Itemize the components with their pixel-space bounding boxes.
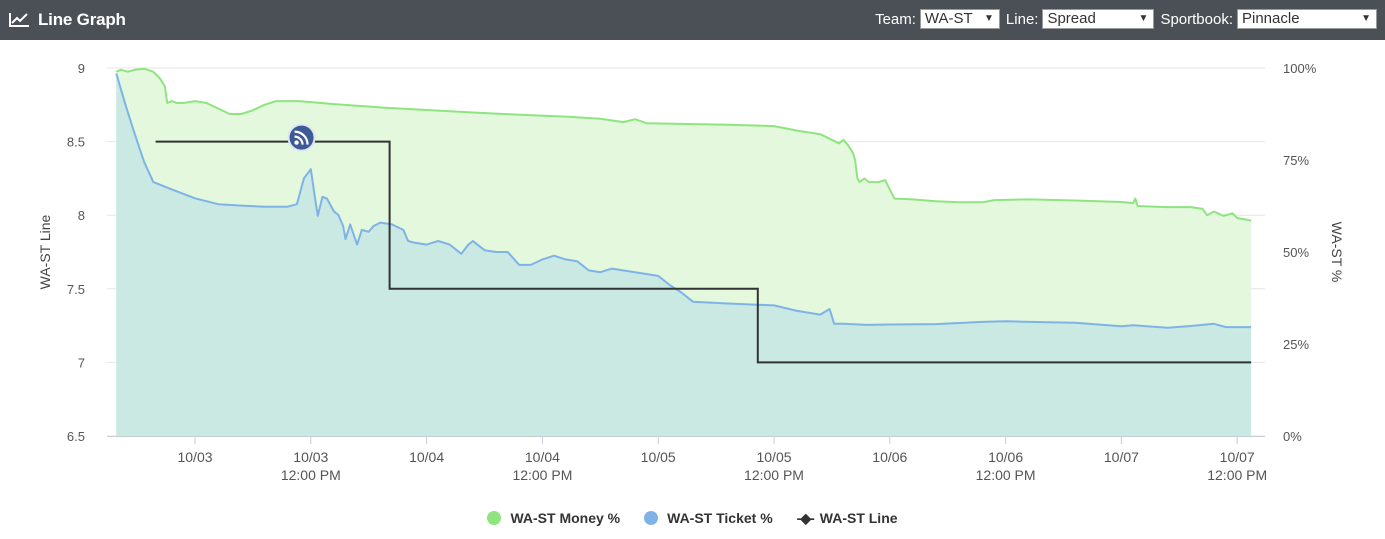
y-right-tick-label: 75% [1283, 153, 1309, 168]
chart-legend: WA-ST Money % WA-ST Ticket % -◆- WA-ST L… [0, 505, 1385, 531]
axes: 9 8.5 8 7.5 7 6.5 100% 75% 50% 25% 0% WA-ST Line WA-… [37, 61, 1345, 483]
annotations [287, 123, 316, 152]
ticket-line [115, 73, 1252, 329]
x-tick-label: 10/05 [641, 449, 676, 465]
x-tick-label: 10/07 [1104, 449, 1139, 465]
page-title: Line Graph [38, 10, 126, 29]
chart-controls: Team: WA-ST ▼ Line: Spread ▼ Sportbook: … [869, 7, 1377, 31]
rss-icon-arc [294, 135, 304, 145]
series-lines [115, 67, 1252, 364]
rss-icon-dot [294, 140, 299, 145]
title-area: Line Graph [8, 0, 126, 40]
rss-feed-icon [287, 123, 316, 152]
x-tick-label: 10/06 [872, 449, 907, 465]
rss-icon-arc [294, 130, 309, 145]
money-line [115, 67, 1252, 222]
y-right-tick-label: 50% [1283, 245, 1309, 260]
ticket-area [116, 73, 1252, 436]
legend-item-line[interactable]: -◆- WA-ST Line [797, 510, 898, 527]
line-select-value: Spread [1047, 10, 1096, 27]
x-tick-label-time: 12:00 PM [512, 467, 572, 483]
legend-label-money: WA-ST Money % [510, 510, 621, 526]
y-left-axis-title: WA-ST Line [37, 214, 53, 289]
chevron-down-icon: ▼ [984, 13, 994, 24]
line-select[interactable]: Spread ▼ [1042, 9, 1155, 29]
y-left-tick-label: 8 [78, 208, 85, 223]
header-bar: Line Graph Team: WA-ST ▼ Line: Spread ▼ … [0, 0, 1385, 40]
y-left-tick-label: 6.5 [67, 429, 85, 444]
legend-item-money[interactable]: WA-ST Money % [487, 510, 620, 526]
chevron-down-icon: ▼ [1361, 13, 1371, 24]
y-right-tick-label: 0% [1283, 429, 1302, 444]
y-left-tick-label: 8.5 [67, 135, 85, 150]
legend-label-line: WA-ST Line [819, 510, 898, 526]
x-tick-label-time: 12:00 PM [976, 467, 1036, 483]
x-tick-label: 10/04 [525, 449, 560, 465]
spread-line [155, 140, 1252, 364]
y-right-axis-title: WA-ST % [1329, 222, 1345, 283]
y-right-tick-label: 100% [1283, 61, 1317, 76]
y-left-tick-label: 9 [78, 61, 85, 76]
x-tick-label-time: 12:00 PM [1207, 467, 1267, 483]
x-tick-label: 10/05 [756, 449, 791, 465]
line-graph: 9 8.5 8 7.5 7 6.5 100% 75% 50% 25% 0% WA-ST Line WA-… [37, 61, 1345, 483]
line-chart-icon [9, 13, 29, 27]
x-tick-label: 10/04 [409, 449, 444, 465]
legend-marker-ticket [644, 511, 659, 525]
x-tick-label: 10/06 [988, 449, 1023, 465]
chevron-down-icon: ▼ [1138, 13, 1149, 24]
series-areas [116, 68, 1252, 436]
sportbook-select-value: Pinnacle [1242, 10, 1300, 27]
x-tick-label: 10/03 [293, 449, 328, 465]
x-tick-label-time: 12:00 PM [281, 467, 341, 483]
team-select[interactable]: WA-ST ▼ [919, 9, 1000, 29]
sportbook-label: Sportbook: [1160, 10, 1233, 28]
legend-marker-line: -◆- [796, 509, 815, 526]
x-tick-label-time: 12:00 PM [744, 467, 804, 483]
rss-icon-badge [287, 123, 316, 152]
legend-item-ticket[interactable]: WA-ST Ticket % [644, 510, 773, 526]
legend-label-ticket: WA-ST Ticket % [667, 510, 773, 526]
y-left-tick-label: 7.5 [67, 282, 85, 297]
y-left-tick-label: 7 [78, 355, 85, 370]
x-tick-label: 10/03 [177, 449, 212, 465]
team-select-value: WA-ST [924, 10, 973, 27]
line-label: Line: [1005, 10, 1039, 28]
team-label: Team: [875, 10, 916, 28]
sportbook-select[interactable]: Pinnacle ▼ [1237, 9, 1377, 29]
y-right-tick-label: 25% [1283, 337, 1309, 352]
x-tick-label: 10/07 [1220, 449, 1255, 465]
legend-marker-money [487, 511, 502, 525]
